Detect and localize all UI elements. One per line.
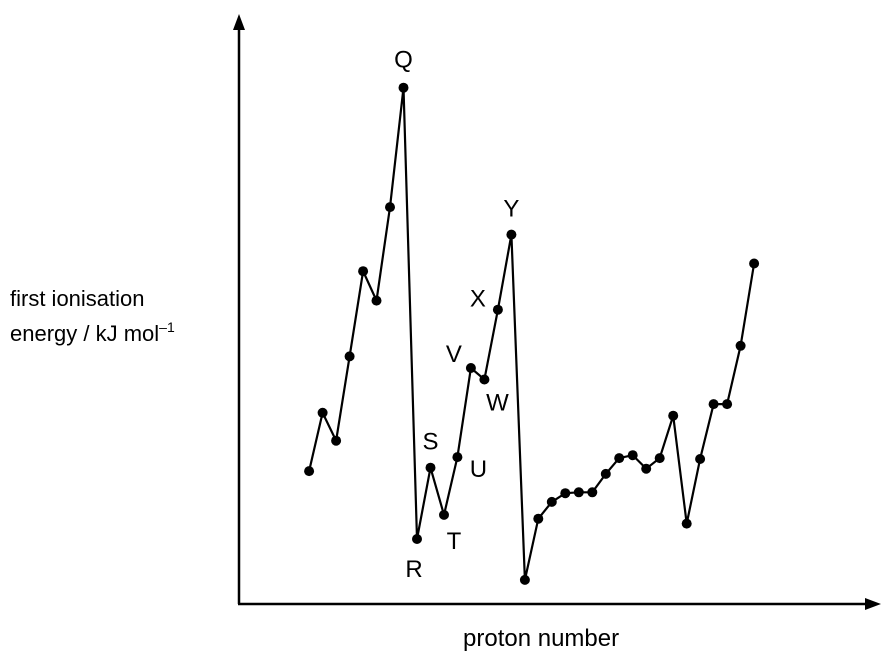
- data-point-31: [708, 399, 719, 410]
- point-label-v: V: [446, 341, 462, 368]
- data-point-22: [587, 487, 598, 498]
- data-point-6: [371, 295, 382, 306]
- x-axis-label: proton number: [463, 625, 620, 652]
- data-point-25: [627, 450, 638, 461]
- data-point-26: [641, 463, 652, 474]
- data-point-17: [519, 574, 530, 585]
- series-line: [308, 87, 756, 581]
- data-point-20: [560, 488, 571, 499]
- data-point-27: [654, 453, 665, 464]
- axes: [233, 14, 881, 610]
- data-point-29: [681, 518, 692, 529]
- point-label-q: Q: [394, 47, 413, 74]
- data-point-32: [722, 399, 733, 410]
- data-point-33: [735, 340, 746, 351]
- data-point-21: [573, 487, 584, 498]
- data-point-10: [425, 462, 436, 473]
- data-point-34: [749, 258, 760, 269]
- data-point-19: [546, 496, 557, 507]
- data-point-4: [344, 351, 355, 362]
- data-point-9: [412, 534, 422, 544]
- data-point-1: [304, 466, 315, 477]
- data-point-3: [331, 435, 342, 446]
- y-axis-arrow-icon: [233, 14, 245, 30]
- point-label-s: S: [422, 429, 438, 456]
- y-axis-label-line1: first ionisation: [10, 286, 145, 311]
- data-point-14: [479, 374, 490, 385]
- data-point-16: [506, 229, 517, 240]
- data-point-18: [533, 513, 544, 524]
- point-label-w: W: [486, 390, 509, 417]
- point-label-x: X: [470, 286, 486, 313]
- point-labels: Q R S T U VW X Y: [394, 47, 519, 583]
- data-point-8: [398, 82, 409, 93]
- data-point-12: [452, 452, 463, 463]
- data-point-28: [668, 410, 679, 421]
- data-point-13: [465, 363, 476, 373]
- data-point-2: [317, 407, 328, 418]
- data-point-30: [695, 454, 706, 464]
- data-point-15: [492, 304, 503, 315]
- point-label-t: T: [447, 528, 462, 555]
- y-axis-label-exponent: –1: [159, 319, 175, 335]
- data-point-23: [600, 468, 611, 479]
- y-axis-label-line2: energy / kJ mol–1: [10, 320, 175, 345]
- point-label-r: R: [405, 556, 422, 583]
- y-axis-label-units: energy / kJ mol: [10, 321, 160, 346]
- series: [304, 82, 760, 585]
- data-point-24: [614, 453, 625, 464]
- point-label-y: Y: [503, 196, 519, 223]
- data-point-11: [439, 509, 449, 520]
- data-point-7: [385, 202, 395, 213]
- x-axis-arrow-icon: [865, 598, 881, 610]
- point-label-u: U: [470, 456, 487, 483]
- data-point-5: [358, 266, 369, 277]
